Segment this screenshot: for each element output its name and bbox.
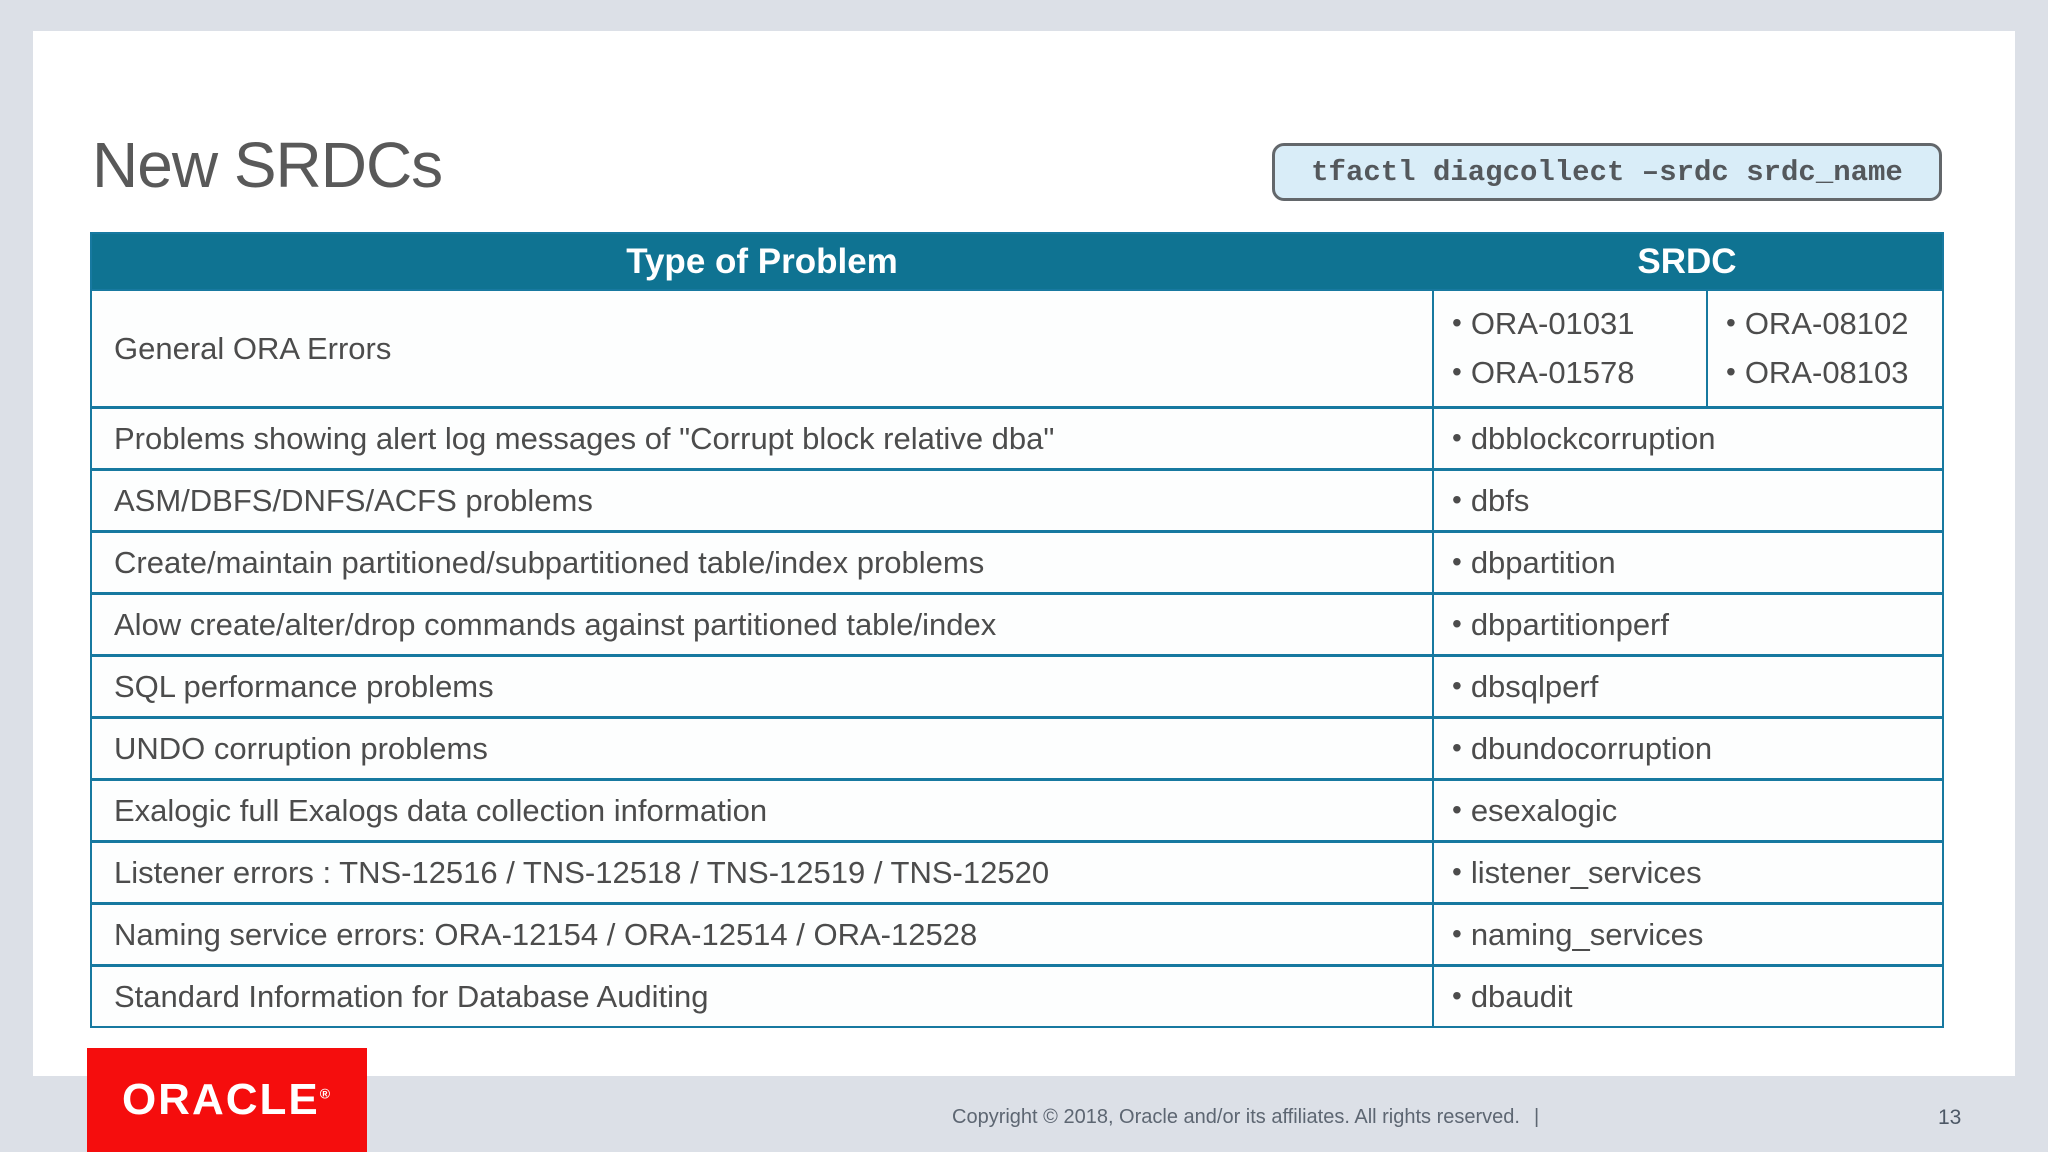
problem-cell: Standard Information for Database Auditi…	[114, 978, 709, 1014]
problem-cell: ASM/DBFS/DNFS/ACFS problems	[114, 482, 593, 518]
srdc-codes-column-2: ORA-08102 ORA-08103	[1706, 291, 1942, 406]
srdc-code: ORA-08103	[1726, 355, 1942, 391]
problem-cell: UNDO corruption problems	[114, 730, 488, 766]
problem-cell: SQL performance problems	[114, 668, 494, 704]
table-row: Naming service errors: ORA-12154 / ORA-1…	[92, 902, 1942, 964]
srdc-name: dbundocorruption	[1452, 731, 1712, 767]
table-row: Standard Information for Database Auditi…	[92, 964, 1942, 1026]
srdc-name: listener_services	[1452, 855, 1702, 891]
copyright-text: Copyright © 2018, Oracle and/or its affi…	[952, 1106, 1520, 1128]
srdc-table: Type of Problem SRDC General ORA Errors …	[90, 232, 1944, 1028]
problem-cell: Exalogic full Exalogs data collection in…	[114, 792, 768, 828]
table-row: Create/maintain partitioned/subpartition…	[92, 530, 1942, 592]
table-row: Listener errors : TNS-12516 / TNS-12518 …	[92, 840, 1942, 902]
srdc-codes-column-1: ORA-01031 ORA-01578	[1432, 291, 1706, 406]
srdc-codes-cell: ORA-01031 ORA-01578 ORA-08102 ORA-08103	[1432, 291, 1942, 406]
footer-copyright: Copyright © 2018, Oracle and/or its affi…	[952, 1106, 1539, 1129]
table-row: General ORA Errors ORA-01031 ORA-01578 O…	[92, 289, 1942, 406]
table-row: SQL performance problems dbsqlperf	[92, 654, 1942, 716]
srdc-name: dbsqlperf	[1452, 669, 1599, 705]
tfactl-command-text: tfactl diagcollect –srdc srdc_name	[1311, 155, 1903, 189]
table-row: UNDO corruption problems dbundocorruptio…	[92, 716, 1942, 778]
footer-divider: |	[1533, 1106, 1540, 1128]
srdc-name: esexalogic	[1452, 793, 1617, 829]
srdc-name: naming_services	[1452, 917, 1704, 953]
problem-cell: General ORA Errors	[114, 330, 392, 366]
problem-cell: Problems showing alert log messages of "…	[114, 420, 1055, 456]
srdc-code: ORA-01578	[1452, 355, 1706, 391]
problem-cell: Naming service errors: ORA-12154 / ORA-1…	[114, 916, 978, 952]
srdc-name: dbpartitionperf	[1452, 607, 1669, 643]
srdc-name: dbblockcorruption	[1452, 421, 1716, 457]
srdc-code: ORA-01031	[1452, 306, 1706, 342]
tfactl-command-box: tfactl diagcollect –srdc srdc_name	[1272, 143, 1942, 201]
oracle-logo: ORACLE®	[87, 1048, 367, 1152]
srdc-code: ORA-08102	[1726, 306, 1942, 342]
problem-cell: Create/maintain partitioned/subpartition…	[114, 544, 985, 580]
srdc-name: dbpartition	[1452, 545, 1616, 581]
problem-cell: Listener errors : TNS-12516 / TNS-12518 …	[114, 854, 1050, 890]
page-number: 13	[1938, 1106, 1962, 1129]
column-header-problem: Type of Problem	[626, 241, 898, 281]
page-title: New SRDCs	[92, 129, 443, 201]
oracle-wordmark: ORACLE®	[121, 1075, 333, 1124]
table-row: Problems showing alert log messages of "…	[92, 406, 1942, 468]
table-row: Exalogic full Exalogs data collection in…	[92, 778, 1942, 840]
column-header-srdc: SRDC	[1637, 241, 1737, 281]
srdc-name: dbaudit	[1452, 979, 1573, 1015]
srdc-name: dbfs	[1452, 483, 1530, 519]
problem-cell: Alow create/alter/drop commands against …	[114, 606, 997, 642]
table-row: Alow create/alter/drop commands against …	[92, 592, 1942, 654]
table-row: ASM/DBFS/DNFS/ACFS problems dbfs	[92, 468, 1942, 530]
registered-trademark-symbol: ®	[319, 1085, 333, 1102]
table-header-row: Type of Problem SRDC	[92, 234, 1942, 289]
